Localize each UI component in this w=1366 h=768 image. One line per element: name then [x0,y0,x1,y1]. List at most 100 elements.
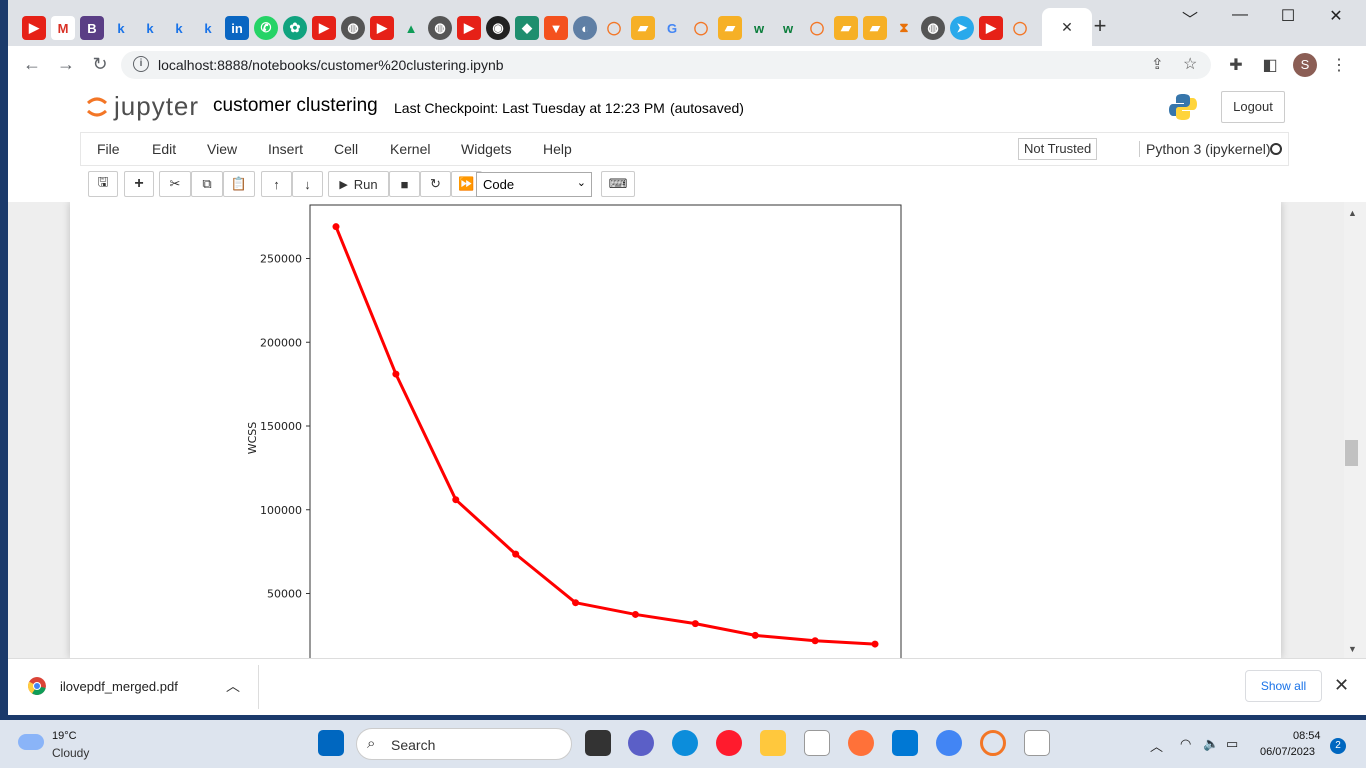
wifi-icon[interactable]: ◠ [1180,736,1192,751]
k-tab-icon[interactable]: k [204,20,212,36]
restart-icon[interactable]: ↻ [420,171,451,197]
logout-button[interactable]: Logout [1221,91,1285,123]
save-icon[interactable]: 🖫 [88,171,118,197]
download-filename[interactable]: ilovepdf_merged.pdf [60,679,178,694]
k-tab-icon[interactable]: k [117,20,125,36]
book-tab-icon[interactable]: ▰ [834,16,858,40]
url-text[interactable]: localhost:8888/notebooks/customer%20clus… [158,57,504,73]
app-tab-icon[interactable]: ▼ [544,16,568,40]
chatgpt-tab-icon[interactable]: ✿ [283,16,307,40]
github-tab-icon[interactable]: ◉ [486,16,510,40]
back-icon[interactable]: ← [23,54,41,74]
close-window-button[interactable]: ✕ [1329,8,1343,25]
w3-tab-icon[interactable]: w [753,20,765,36]
cell-type-select[interactable]: Code ⌄ [476,172,592,197]
globe-tab-icon[interactable]: ◍ [341,16,365,40]
notification-badge[interactable]: 2 [1330,738,1346,754]
firefox-icon[interactable] [848,730,874,756]
menu-file[interactable]: File [97,141,120,157]
youtube-tab-icon[interactable]: ▶ [22,16,46,40]
task-view-icon[interactable] [585,730,611,756]
show-all-button[interactable]: Show all [1245,670,1322,702]
notebook-title[interactable]: customer clustering [213,95,378,116]
notepad-icon[interactable] [804,730,830,756]
scroll-down-icon[interactable]: ▼ [1348,644,1357,654]
forward-icon[interactable]: → [57,54,75,74]
gmail-tab-icon[interactable]: M [51,16,75,40]
active-tab[interactable]: ✕ [1042,8,1092,46]
new-tab-button[interactable]: + [1093,13,1107,38]
k-tab-icon[interactable]: k [146,20,154,36]
address-bar[interactable]: i localhost:8888/notebooks/customer%20cl… [121,51,1211,79]
book-tab-icon[interactable]: ▰ [718,16,742,40]
keyboard-shortcuts-icon[interactable]: ⌨ [601,171,635,197]
cut-icon[interactable]: ✂ [159,171,191,197]
jupyter-tab-icon[interactable]: ◯ [1012,20,1028,35]
move-up-icon[interactable]: ↑ [261,171,292,197]
chevron-up-icon[interactable]: ︿ [226,678,240,694]
jupyter-logo[interactable]: jupyter [86,91,199,122]
menu-kebab-icon[interactable]: ⋮ [1331,57,1347,74]
scroll-thumb[interactable] [1345,440,1358,466]
teams-chat-icon[interactable] [628,730,654,756]
tab-close-icon[interactable]: ✕ [1061,18,1073,35]
hourglass-tab-icon[interactable]: ⧗ [899,20,909,35]
clock-time[interactable]: 08:54 [1293,730,1321,742]
linkedin-tab-icon[interactable]: in [225,16,249,40]
tab-search-icon[interactable]: ﹀ [1181,12,1198,29]
scroll-up-icon[interactable]: ▲ [1348,208,1357,218]
weather-condition[interactable]: Cloudy [52,746,90,760]
youtube-tab-icon[interactable]: ▶ [457,16,481,40]
close-icon[interactable]: ✕ [1334,675,1350,695]
drive-tab-icon[interactable]: ▲ [404,20,418,36]
trust-status-button[interactable]: Not Trusted [1018,138,1098,160]
jupyter-tab-icon[interactable]: ◯ [693,20,709,35]
interrupt-stop-icon[interactable]: ■ [389,171,420,197]
jupyter-tab-icon[interactable]: ◯ [606,20,622,35]
book-tab-icon[interactable]: ▰ [631,16,655,40]
edge-icon[interactable] [672,730,698,756]
battery-icon[interactable]: ▭ [1226,736,1239,751]
k-tab-icon[interactable]: k [175,20,183,36]
whatsapp-tab-icon[interactable]: ✆ [254,16,278,40]
share-icon[interactable]: ⇪ [1151,56,1164,73]
app-tab-icon[interactable]: ◆ [515,16,539,40]
maximize-button[interactable]: ☐ [1280,8,1296,25]
chrome-taskbar-icon[interactable] [936,730,962,756]
menu-cell[interactable]: Cell [334,141,359,157]
menu-kernel[interactable]: Kernel [390,141,431,157]
jupyter-taskbar-icon[interactable] [980,730,1006,756]
insert-cell-icon[interactable]: + [124,171,154,197]
page-scrollbar[interactable] [1344,202,1366,658]
taskbar-search[interactable]: ⌕ Search [356,728,572,760]
run-button[interactable]: ▶ Run [328,171,389,197]
youtube-tab-icon[interactable]: ▶ [979,16,1003,40]
store-icon[interactable] [892,730,918,756]
extensions-icon[interactable]: ✚ [1229,57,1243,74]
start-windows-icon[interactable] [318,730,344,756]
globe-tab-icon[interactable]: ◍ [428,16,452,40]
file-explorer-icon[interactable] [760,730,786,756]
paste-icon[interactable]: 📋 [223,171,255,197]
jupyter-tab-icon[interactable]: ◯ [809,20,825,35]
minimize-button[interactable]: — [1232,6,1248,23]
google-tab-icon[interactable]: G [666,20,678,36]
site-info-icon[interactable]: i [133,56,149,72]
menu-edit[interactable]: Edit [152,141,177,157]
youtube-tab-icon[interactable]: ▶ [312,16,336,40]
globe-tab-icon[interactable]: ◍ [921,16,945,40]
side-panel-icon[interactable]: ◧ [1262,57,1278,74]
menu-widgets[interactable]: Widgets [461,141,512,157]
menu-help[interactable]: Help [543,141,572,157]
reload-icon[interactable]: ↻ [92,54,108,74]
opera-icon[interactable] [716,730,742,756]
menu-insert[interactable]: Insert [268,141,304,157]
bookmark-star-icon[interactable]: ☆ [1183,56,1198,73]
app-tab-icon[interactable]: ◐ [573,16,597,40]
file-icon[interactable] [1024,730,1050,756]
volume-icon[interactable]: 🔈 [1203,736,1220,751]
youtube-tab-icon[interactable]: ▶ [370,16,394,40]
chevron-up-icon[interactable]: ︿ [1150,739,1164,754]
copy-icon[interactable]: ⧉ [191,171,223,197]
move-down-icon[interactable]: ↓ [292,171,323,197]
